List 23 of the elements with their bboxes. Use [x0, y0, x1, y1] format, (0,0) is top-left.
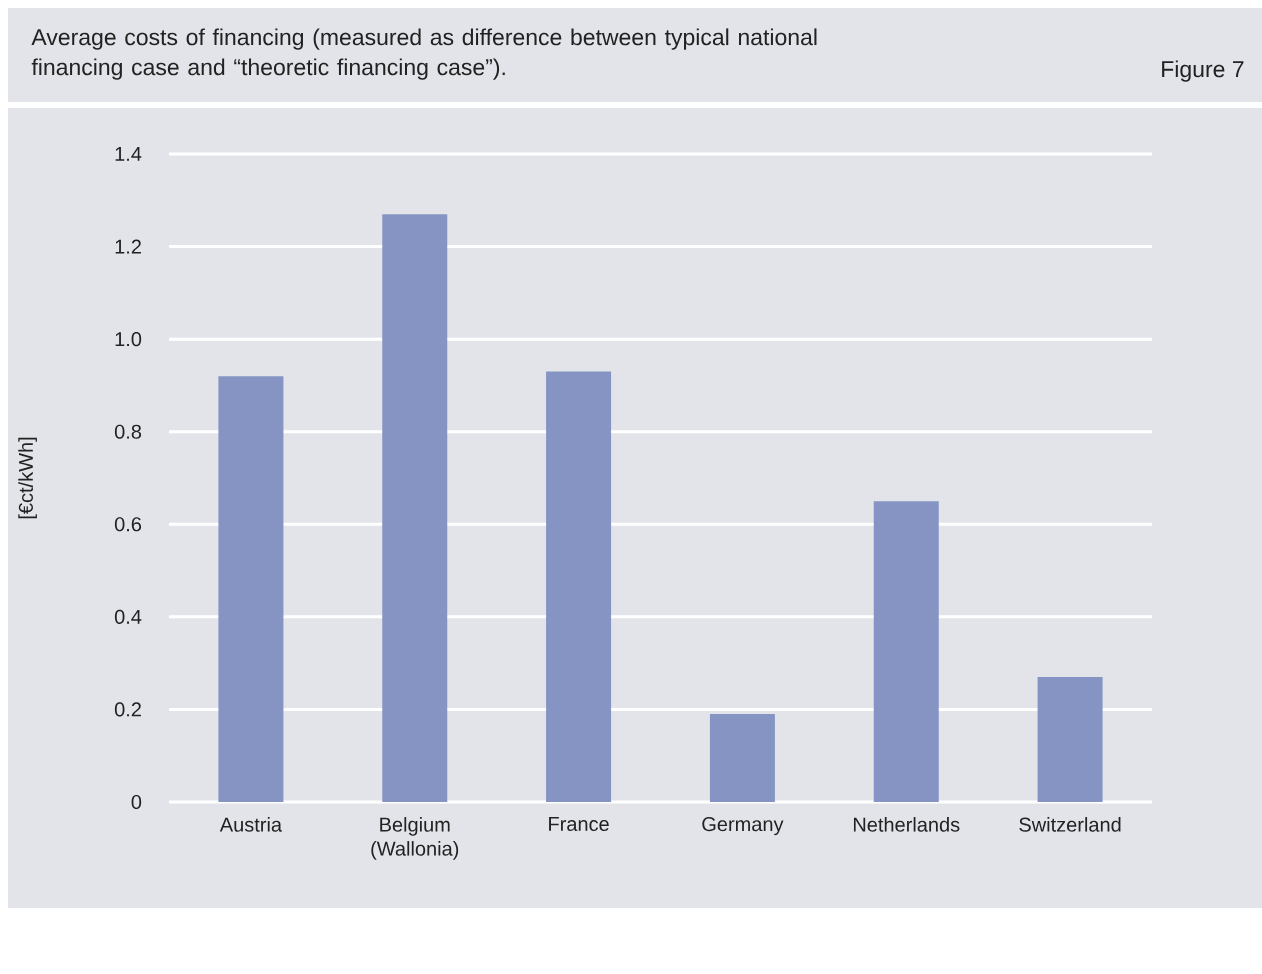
x-tick-label: Germany [702, 817, 784, 836]
bar [1037, 677, 1103, 802]
y-tick-label: 1.4 [115, 147, 142, 161]
y-tick-label: 1.2 [115, 239, 141, 254]
bar [873, 501, 939, 802]
bar [709, 714, 775, 802]
bar [546, 371, 612, 802]
bar [382, 214, 448, 802]
y-tick-label: 0.2 [114, 702, 141, 717]
x-tick-label: Belgium (Wallonia) [371, 817, 459, 860]
y-axis-title: [€ct/kWh] [18, 437, 37, 519]
bar [218, 376, 284, 802]
x-tick-label: Netherlands [853, 817, 960, 832]
x-tick-label: Austria [219, 817, 283, 832]
caption: Figure 7 [1162, 60, 1244, 82]
y-tick-label: 1.0 [115, 332, 142, 347]
y-tick-label: 0.8 [114, 424, 142, 439]
y-tick-label: 0.6 [114, 517, 142, 532]
y-tick-label: 0 [131, 794, 142, 810]
chart-title: Average costs of financing (measured as difference between typical national financing case and “theoretic financing case”). [31, 28, 817, 80]
y-tick-label: 0.4 [114, 609, 142, 624]
x-tick-label: Switzerland [1019, 817, 1121, 832]
x-tick-label: France [549, 817, 609, 832]
